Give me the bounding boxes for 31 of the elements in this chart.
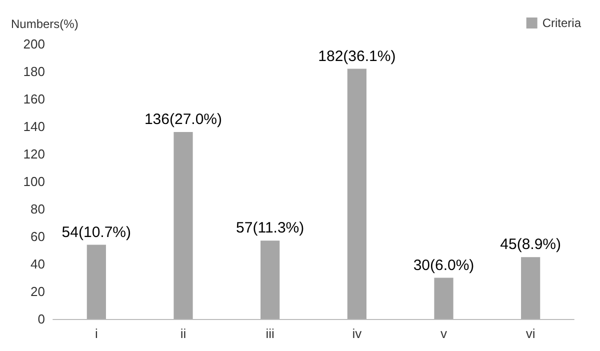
y-tick-label: 180 — [23, 64, 45, 79]
y-tick-label: 60 — [30, 229, 45, 244]
data-label: 182(36.1%) — [318, 48, 396, 65]
y-tick-label: 40 — [30, 256, 45, 272]
bar — [174, 132, 193, 319]
x-tick-label: iii — [266, 326, 275, 341]
y-tick-label: 200 — [23, 36, 45, 52]
y-tick-label: 140 — [23, 119, 45, 134]
x-tick-label: i — [94, 326, 98, 341]
y-tick-label: 160 — [23, 92, 45, 106]
x-tick-label: vi — [526, 326, 536, 341]
x-tick-label: iv — [352, 326, 362, 341]
y-tick-label: 100 — [23, 174, 45, 189]
bar — [86, 244, 106, 319]
y-axis-title: Numbers(%) — [11, 17, 78, 31]
data-label: 30(6.0%) — [413, 256, 474, 274]
y-tick-label: 80 — [30, 202, 45, 216]
legend-label: Criteria — [542, 16, 582, 30]
y-tick-label: 120 — [23, 146, 45, 162]
y-tick-label: 0 — [38, 312, 45, 326]
data-label: 54(10.7%) — [62, 224, 132, 241]
x-tick-label: v — [440, 326, 448, 341]
data-label: 136(27.0%) — [144, 111, 222, 128]
bar — [434, 278, 454, 319]
data-label: 57(11.3%) — [236, 220, 304, 237]
bar — [521, 257, 540, 319]
data-label: 45(8.9%) — [500, 236, 562, 254]
bar — [260, 240, 280, 319]
x-tick-label: ii — [180, 326, 186, 341]
bar — [347, 68, 366, 319]
y-tick-label: 20 — [30, 284, 45, 299]
